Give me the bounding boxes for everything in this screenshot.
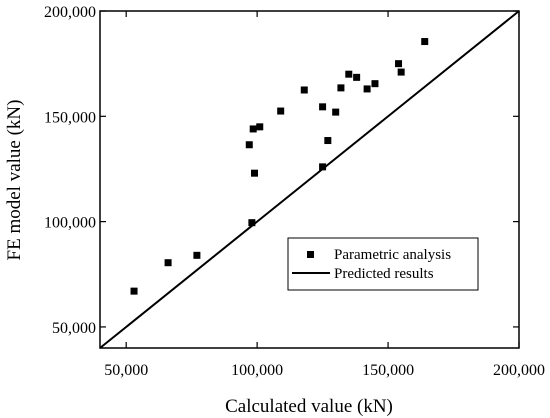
x-axis-title: Calculated value (kN)	[225, 396, 393, 417]
data-point	[164, 259, 172, 267]
x-tick-label: 100,000	[231, 362, 283, 379]
data-point	[397, 68, 405, 76]
data-point	[371, 80, 379, 88]
predicted-results-line	[99, 10, 520, 349]
data-point	[245, 141, 253, 149]
data-point	[319, 103, 327, 111]
y-tick-label: 100,000	[44, 215, 96, 232]
legend-label-predicted: Predicted results	[334, 266, 434, 282]
x-tick-label: 150,000	[362, 362, 414, 379]
parametric-points-series	[130, 38, 429, 295]
data-point	[324, 137, 332, 145]
data-point	[395, 60, 403, 68]
data-point	[300, 86, 308, 94]
x-tick-labels: 50,000 100,000 150,000 200,000	[104, 362, 545, 379]
legend: Parametric analysis Predicted results	[287, 237, 479, 291]
y-tick-label: 200,000	[44, 4, 96, 21]
data-point	[256, 123, 264, 131]
data-point	[332, 108, 340, 116]
data-point	[193, 251, 201, 259]
data-point	[337, 84, 345, 92]
data-point	[319, 163, 327, 171]
x-tick-label: 200,000	[493, 362, 545, 379]
data-point	[249, 125, 257, 133]
data-point	[345, 70, 353, 78]
x-tick-label: 50,000	[104, 362, 148, 379]
data-point	[363, 85, 371, 93]
data-point	[130, 287, 138, 295]
y-tick-labels: 50,000 100,000 150,000 200,000	[44, 4, 96, 337]
predicted-line-series	[99, 10, 520, 349]
plot-area-border	[99, 10, 520, 349]
data-point	[251, 169, 259, 177]
y-tick-label: 150,000	[44, 109, 96, 126]
data-point	[421, 38, 429, 46]
y-axis-title: FE model value (kN)	[4, 100, 25, 261]
legend-label-parametric: Parametric analysis	[334, 247, 451, 263]
legend-box	[287, 237, 479, 291]
plot-frame	[99, 10, 520, 349]
data-point	[353, 73, 361, 81]
data-point	[277, 107, 285, 115]
y-tick-label: 50,000	[52, 320, 96, 337]
data-point	[248, 219, 256, 227]
legend-square-marker	[307, 251, 314, 258]
